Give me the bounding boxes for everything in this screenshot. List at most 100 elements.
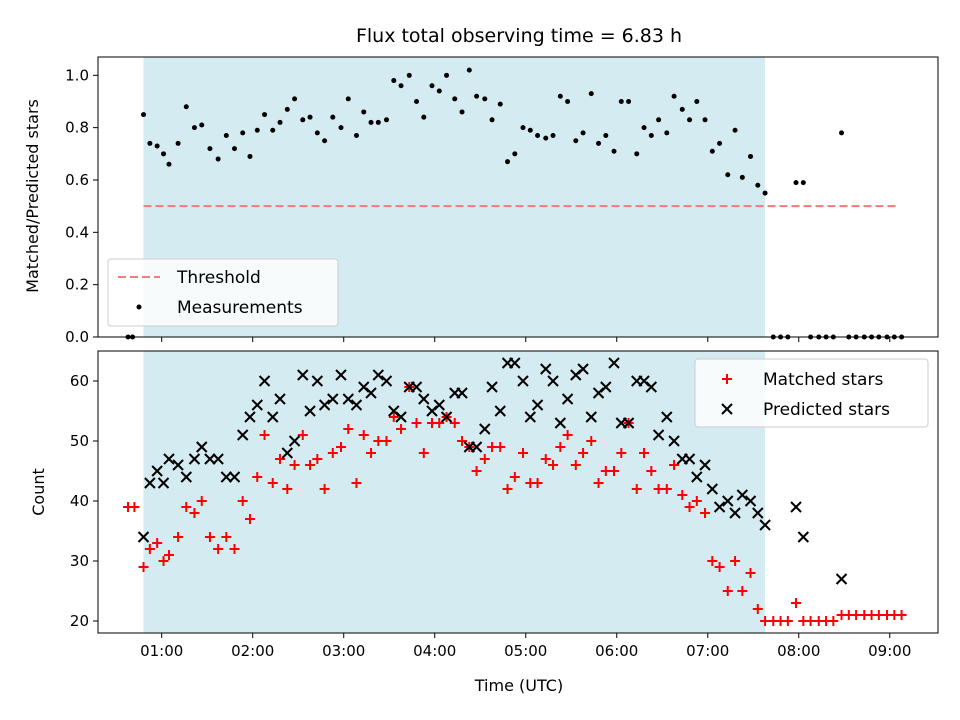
- matched-point-43: [449, 418, 460, 428]
- measurement-point-64: [611, 148, 617, 154]
- legend-predicted-swatch: [721, 403, 733, 415]
- measurement-point-61: [588, 91, 594, 97]
- time-xtick-label-2: 03:00: [322, 642, 365, 660]
- predicted-point-23: [311, 375, 324, 387]
- measurement-point-26: [322, 138, 328, 144]
- matched-point-82: [745, 568, 756, 578]
- time-xtick-label-5: 06:00: [595, 642, 638, 660]
- measurement-point-89: [800, 180, 806, 186]
- ratio-legend-box: [107, 258, 339, 327]
- x-axis-label: Time (UTC): [474, 676, 563, 695]
- matched-point-6: [163, 550, 174, 560]
- measurement-point-36: [398, 83, 404, 89]
- measurement-point-10: [199, 122, 205, 128]
- matched-point-21: [282, 484, 293, 494]
- measurement-point-51: [512, 151, 518, 157]
- measurement-point-88: [793, 180, 799, 186]
- predicted-point-45: [479, 423, 491, 435]
- predicted-point-6: [180, 471, 192, 483]
- predicted-point-46: [486, 381, 498, 393]
- predicted-point-76: [713, 501, 726, 513]
- matched-point-83: [752, 604, 763, 614]
- matched-point-39: [418, 448, 429, 458]
- measurement-point-94: [839, 130, 845, 136]
- predicted-point-68: [652, 429, 665, 441]
- matched-point-9: [189, 508, 200, 518]
- predicted-point-26: [335, 369, 347, 381]
- measurement-point-47: [482, 96, 488, 102]
- legend-threshold-label: Threshold: [176, 268, 261, 288]
- measurement-point-74: [687, 117, 693, 123]
- matched-point-76: [700, 508, 711, 518]
- ratio-ytick-label-2: 0.4: [65, 223, 89, 241]
- measurement-point-34: [383, 117, 389, 123]
- predicted-point-62: [608, 357, 620, 369]
- predicted-point-58: [577, 363, 589, 375]
- matched-point-24: [305, 460, 316, 470]
- count-panel-frame: [97, 350, 939, 634]
- matched-point-27: [327, 448, 338, 458]
- measurement-point-65: [618, 98, 624, 104]
- ratio-legend: Threshold Measurements: [107, 258, 339, 327]
- predicted-point-32: [380, 375, 393, 387]
- matched-point-71: [661, 484, 672, 494]
- matched-point-30: [351, 478, 362, 488]
- measurement-point-39: [421, 114, 427, 120]
- measurement-point-78: [717, 140, 723, 146]
- matched-point-44: [457, 436, 468, 446]
- matched-point-77: [707, 556, 718, 566]
- predicted-point-70: [668, 435, 680, 447]
- measurement-point-14: [232, 146, 238, 152]
- measurement-point-8: [183, 104, 189, 110]
- measurement-point-50: [505, 159, 511, 165]
- matched-point-2: [138, 562, 149, 572]
- time-x-axis: 01:00 02:00 03:00 04:00 05:00 06:00 07:00 08:00…: [140, 633, 911, 660]
- matched-point-79: [722, 586, 733, 596]
- measurement-point-17: [254, 127, 260, 133]
- predicted-point-5: [172, 459, 184, 471]
- count-panel: 20 30 40 50 60 01:00 02:00 03:00 04:00 05:00 06:0…: [29, 350, 939, 695]
- predicted-point-37: [418, 393, 430, 405]
- predicted-point-85: [835, 573, 848, 585]
- predicted-point-52: [531, 399, 544, 411]
- predicted-point-77: [722, 495, 734, 507]
- matched-point-4: [152, 538, 163, 548]
- ratio-ytick-label-0: 0.0: [65, 328, 89, 346]
- matched-point-7: [173, 532, 184, 542]
- matched-point-59: [570, 460, 581, 470]
- ratio-panel: 0.0 0.2 0.4 0.6 0.8 1.0 Matched/Predicted sta…: [23, 56, 939, 346]
- measurement-point-31: [361, 109, 367, 115]
- measurement-point-71: [664, 130, 670, 136]
- predicted-point-25: [327, 393, 339, 405]
- legend-measurements-label: Measurements: [177, 298, 303, 318]
- count-window-band: [143, 351, 766, 633]
- predicted-point-15: [251, 399, 263, 411]
- matched-point-74: [684, 502, 695, 512]
- matched-point-57: [555, 442, 566, 452]
- matched-point-36: [396, 424, 407, 434]
- ratio-y-axis: 0.0 0.2 0.4 0.6 0.8 1.0: [65, 66, 98, 346]
- measurement-point-54: [535, 133, 541, 139]
- measurements-series: [125, 67, 905, 340]
- measurement-point-23: [300, 117, 306, 123]
- matched-point-15: [237, 496, 248, 506]
- measurement-point-43: [452, 96, 458, 102]
- predicted-point-79: [736, 489, 749, 501]
- count-y-axis: 20 30 40 50 60: [70, 372, 98, 630]
- predicted-point-16: [258, 375, 271, 387]
- predicted-point-42: [456, 387, 468, 399]
- measurement-point-20: [277, 119, 283, 125]
- count-y-axis-label: Count: [29, 468, 48, 516]
- predicted-point-84: [797, 531, 810, 543]
- matched-point-88: [791, 598, 802, 608]
- measurement-point-68: [641, 125, 647, 131]
- matched-point-8: [181, 502, 192, 512]
- predicted-point-11: [220, 471, 233, 483]
- measurement-point-57: [557, 93, 563, 99]
- measurement-point-52: [520, 125, 526, 131]
- predicted-point-83: [790, 501, 802, 513]
- measurement-point-63: [603, 133, 609, 139]
- ratio-panel-frame: [97, 56, 939, 338]
- predicted-point-40: [440, 411, 453, 423]
